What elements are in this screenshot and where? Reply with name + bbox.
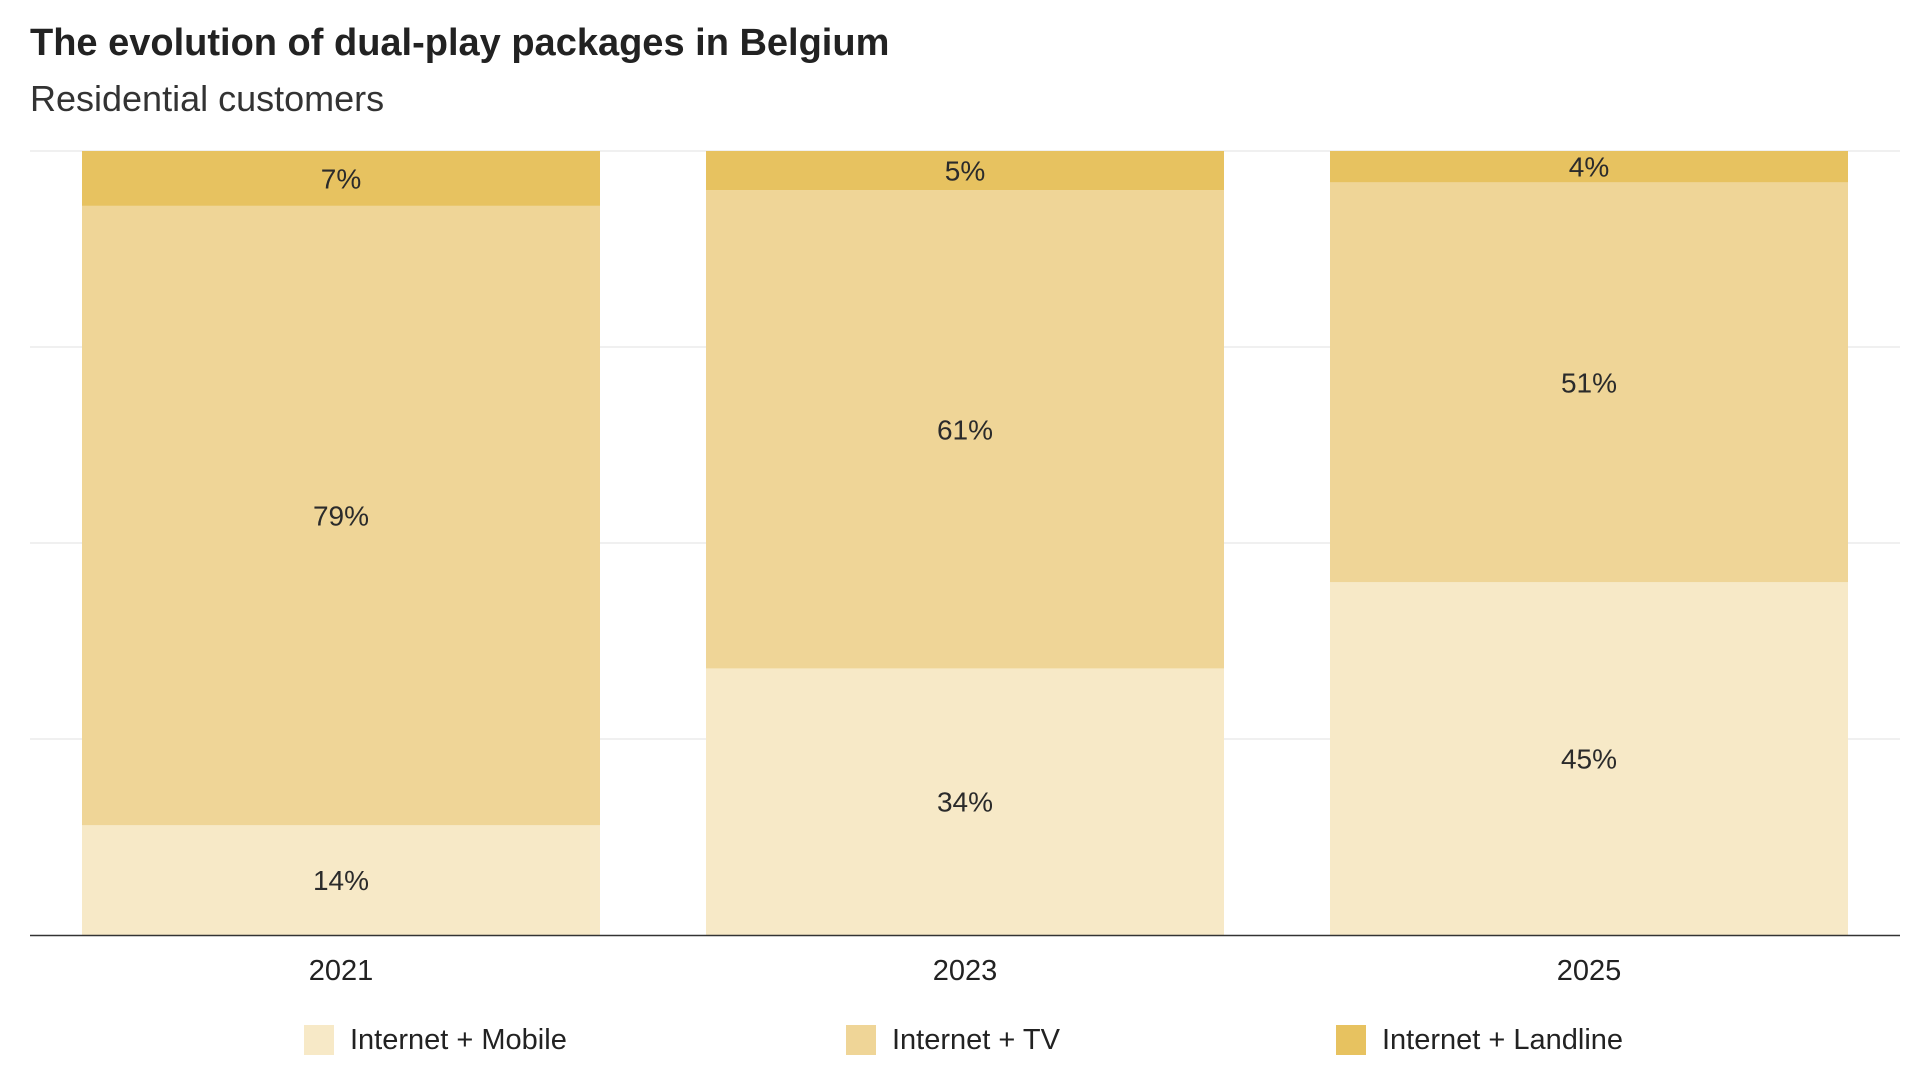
x-tick-label: 2025 [1557, 955, 1622, 987]
x-tick-label: 2021 [309, 955, 374, 987]
x-tick-label: 2023 [933, 955, 998, 987]
chart-title: The evolution of dual-play packages in B… [30, 22, 890, 64]
stacked-bar-chart: 14% 79% 7% 2021 34% 61% 5% 2023 45% 51% 4% 2025 [30, 150, 1900, 987]
bar-segment [82, 151, 600, 206]
data-label: 7% [321, 163, 361, 194]
legend-label-internet-mobile: Internet + Mobile [350, 1023, 567, 1056]
bar-segment [82, 825, 600, 935]
legend-item-internet-mobile: Internet + Mobile [304, 1020, 567, 1060]
bar-segment [82, 205, 600, 826]
data-label: 51% [1561, 367, 1617, 398]
data-label: 61% [937, 414, 993, 445]
data-label: 45% [1561, 744, 1617, 775]
bar-segment [706, 151, 1224, 191]
chart-subtitle: Residential customers [30, 78, 385, 119]
legend-swatch-internet-tv [846, 1025, 876, 1055]
bar-segment [1330, 582, 1848, 935]
bar-segment [706, 190, 1224, 669]
bar-segment [1330, 151, 1848, 183]
bar-segment [1330, 182, 1848, 583]
legend-item-internet-landline: Internet + Landline [1336, 1020, 1623, 1060]
legend-item-internet-tv: Internet + TV [846, 1020, 1060, 1060]
chart-legend: Internet + Mobile Internet + TV Internet… [0, 1020, 1920, 1060]
data-label: 5% [945, 156, 985, 187]
data-label: 4% [1569, 152, 1609, 183]
legend-swatch-internet-mobile [304, 1025, 334, 1055]
legend-label-internet-landline: Internet + Landline [1382, 1023, 1624, 1056]
data-label: 79% [313, 501, 369, 532]
data-label: 14% [313, 865, 369, 896]
bar-segment [706, 668, 1224, 935]
legend-label-internet-tv: Internet + TV [892, 1023, 1060, 1056]
data-label: 34% [937, 787, 993, 818]
legend-swatch-internet-landline [1336, 1025, 1366, 1055]
